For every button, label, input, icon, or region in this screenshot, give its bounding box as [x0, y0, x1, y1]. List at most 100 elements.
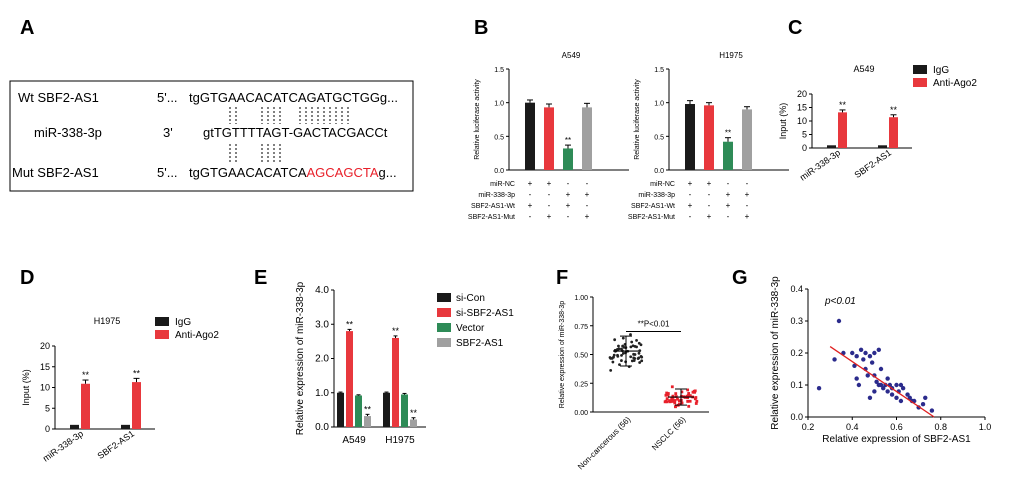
significance-label: ** — [82, 370, 90, 380]
condition-mark: + — [585, 212, 590, 221]
condition-label: SBF2-AS1-Mut — [628, 214, 675, 221]
chart-title: A549 — [562, 51, 581, 60]
significance-label: ** — [364, 404, 372, 414]
data-point — [609, 368, 613, 372]
bar — [401, 394, 408, 427]
significance-label: ** — [133, 368, 141, 378]
x-tick-label: 0.8 — [934, 422, 947, 432]
condition-label: miR-NC — [490, 181, 515, 188]
condition-mark: + — [566, 190, 571, 199]
data-point — [688, 394, 692, 398]
significance-label: ** — [392, 326, 400, 336]
condition-label: SBF2-AS1-Mut — [468, 214, 515, 221]
chart-g: 0.0 0.1 0.2 0.3 0.4 Relative expression of mi… — [770, 276, 991, 445]
data-point — [680, 390, 684, 394]
bar — [582, 107, 592, 170]
mir-prime: 3' — [163, 125, 173, 140]
data-point — [885, 389, 890, 394]
data-point — [858, 347, 864, 352]
data-point — [637, 351, 641, 355]
bar — [346, 331, 353, 427]
condition-mark: - — [548, 190, 551, 199]
data-point — [861, 357, 866, 362]
x-tick-label: A549 — [342, 435, 366, 446]
panel-label-c: C — [788, 17, 802, 39]
data-point — [854, 376, 859, 381]
y-tick-label: 0.25 — [574, 381, 588, 388]
mut-name: Mut SBF2-AS1 — [12, 165, 99, 180]
legend-swatch — [437, 308, 451, 317]
legend-label: Anti-Ago2 — [933, 78, 977, 89]
legend-label: si-SBF2-AS1 — [456, 308, 514, 319]
data-point — [863, 350, 868, 356]
condition-mark: + — [566, 201, 571, 210]
data-point — [889, 392, 895, 397]
data-point — [872, 389, 877, 394]
bar — [81, 383, 90, 429]
significance-label: ** — [565, 136, 571, 145]
data-point — [635, 338, 638, 342]
pairing-marks-upper — [229, 107, 349, 124]
condition-mark: + — [688, 179, 693, 188]
data-point — [616, 348, 619, 351]
condition-label: SBF2-AS1-Wt — [631, 203, 675, 210]
data-point — [611, 360, 615, 364]
data-point — [680, 394, 683, 398]
data-point — [670, 397, 674, 400]
regression-line — [829, 346, 935, 418]
legend-swatch — [913, 65, 927, 74]
data-point — [632, 356, 636, 360]
y-tick-label: 0.4 — [790, 284, 803, 294]
y-tick-label: 0.0 — [790, 412, 803, 422]
condition-mark: - — [746, 179, 749, 188]
data-point — [872, 350, 877, 356]
y-tick-label: 10 — [797, 116, 807, 126]
condition-mark: + — [745, 190, 750, 199]
y-tick-label: 0.1 — [790, 380, 803, 390]
bar — [827, 145, 836, 148]
condition-mark: - — [727, 212, 730, 221]
data-point — [671, 394, 675, 398]
y-axis-label: Relative luciferase activity — [634, 79, 641, 160]
data-point — [854, 354, 859, 359]
chart-title: H1975 — [719, 51, 743, 60]
data-point — [869, 360, 875, 365]
data-point — [920, 402, 926, 407]
chart-b-a549: A549 0.0 0.5 1.0 1.5 Relative luciferase acti… — [468, 51, 629, 221]
condition-mark: - — [727, 179, 730, 188]
data-point — [878, 366, 884, 372]
y-tick-label: 0.0 — [654, 168, 664, 175]
data-point — [816, 386, 822, 391]
data-point — [867, 395, 873, 400]
mut-sequence: tgGTGAACACATCAAGCAGCTAg... — [189, 165, 397, 180]
y-tick-label: 0.3 — [790, 316, 803, 326]
y-axis-label: Relative expression of miR-338-3p — [770, 276, 781, 430]
y-axis-label: Input (%) — [21, 369, 31, 406]
data-point — [674, 405, 677, 409]
data-point — [680, 401, 684, 405]
data-point — [898, 398, 904, 404]
significance-label: ** — [890, 105, 898, 115]
y-axis-label: Input (%) — [778, 103, 788, 140]
condition-label: miR-338-3p — [638, 192, 675, 199]
data-point — [865, 373, 870, 378]
data-point — [629, 345, 633, 349]
x-tick-label: 0.6 — [890, 422, 903, 432]
x-tick-label: SBF2-AS1 — [96, 428, 137, 461]
data-point — [687, 404, 691, 408]
data-point — [898, 382, 904, 388]
data-point — [637, 356, 641, 360]
condition-mark: - — [689, 190, 692, 199]
bar — [838, 112, 847, 148]
condition-mark: + — [745, 212, 750, 221]
y-tick-label: 0.75 — [574, 324, 588, 331]
y-tick-label: 3.0 — [315, 319, 329, 330]
data-point — [881, 386, 886, 391]
data-point — [687, 392, 691, 395]
wt-name: Wt SBF2-AS1 — [18, 90, 99, 105]
data-point — [670, 385, 674, 389]
data-point — [836, 318, 842, 324]
x-tick-label: 1.0 — [979, 422, 992, 432]
y-tick-label: 0 — [45, 424, 50, 434]
significance-label: ** — [346, 319, 354, 329]
